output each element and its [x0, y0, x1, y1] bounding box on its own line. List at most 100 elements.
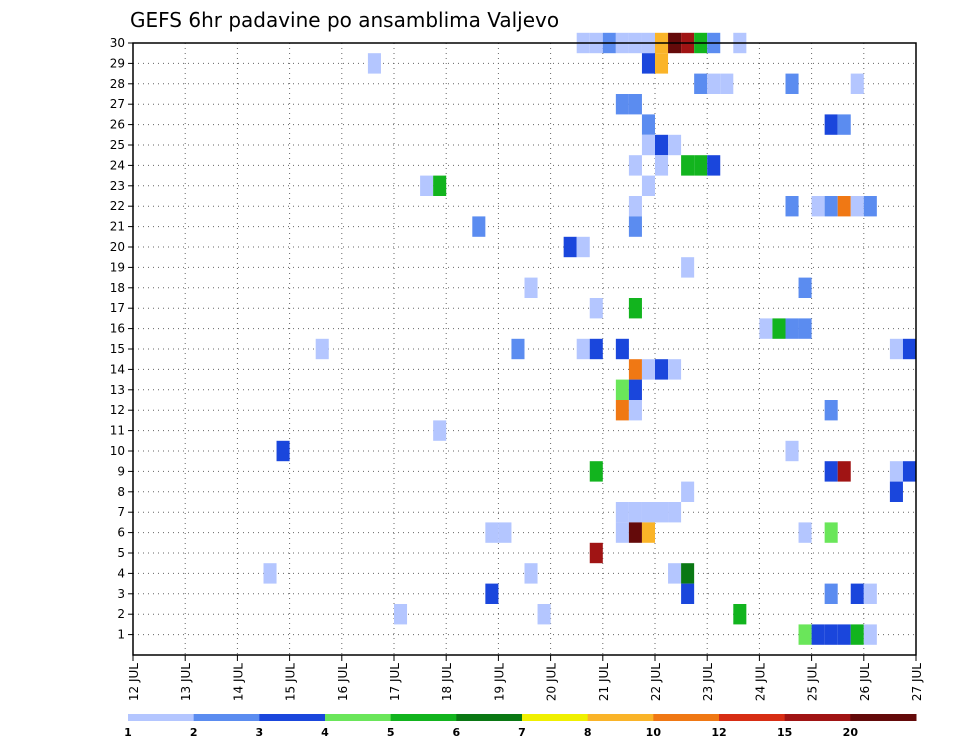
heatmap-cell — [615, 400, 629, 421]
heatmap-cell — [785, 318, 799, 339]
heatmap-cell — [863, 583, 877, 604]
legend-swatch — [587, 714, 654, 721]
heatmap-cell — [824, 624, 838, 645]
y-tick-label: 24 — [110, 158, 125, 172]
legend-label: 8 — [584, 726, 592, 739]
y-tick-label: 11 — [110, 424, 125, 438]
heatmap-cell — [433, 420, 447, 441]
heatmap-cell — [811, 196, 825, 217]
heatmap-cell — [615, 522, 629, 543]
legend-label: 4 — [321, 726, 329, 739]
y-axis: 1234567891011121314151617181920212223242… — [110, 36, 133, 642]
heatmap-cell — [824, 196, 838, 217]
y-tick-label: 18 — [110, 281, 125, 295]
legend-label: 12 — [711, 726, 726, 739]
heatmap-cell — [889, 481, 903, 502]
legend-label: 2 — [190, 726, 198, 739]
heatmap-cell — [655, 502, 669, 523]
heatmap-cell — [733, 604, 747, 625]
heatmap-cell — [694, 155, 708, 176]
heatmap-cell — [433, 175, 447, 196]
heatmap-cell — [863, 196, 877, 217]
legend-label: 15 — [777, 726, 792, 739]
heatmap-cell — [707, 73, 721, 94]
y-tick-label: 15 — [110, 342, 125, 356]
heatmap-cell — [655, 155, 669, 176]
legend-swatch — [128, 714, 195, 721]
heatmap-cell — [641, 522, 655, 543]
legend-label: 10 — [646, 726, 662, 739]
heatmap-cell — [628, 155, 642, 176]
heatmap-cell — [837, 624, 851, 645]
legend-label: 6 — [453, 726, 461, 739]
y-tick-label: 9 — [117, 464, 125, 478]
heatmap-cell — [628, 400, 642, 421]
heatmap-cell — [498, 522, 512, 543]
y-tick-label: 6 — [117, 526, 125, 540]
y-tick-label: 23 — [110, 179, 125, 193]
heatmap-cell — [485, 583, 499, 604]
heatmap-cell — [576, 338, 590, 360]
heatmap-cell — [759, 318, 773, 339]
y-tick-label: 5 — [117, 546, 125, 560]
heatmap-cell — [263, 563, 277, 584]
heatmap-cell — [798, 318, 812, 339]
x-tick-label: 15 JUL — [284, 663, 298, 701]
heatmap-cell — [824, 461, 838, 482]
heatmap-cell — [615, 338, 629, 360]
heatmap-cell — [511, 338, 525, 360]
heatmap-cell — [798, 522, 812, 543]
x-tick-label: 26 JUL — [858, 663, 872, 701]
y-tick-label: 27 — [110, 97, 125, 111]
legend-swatch — [784, 714, 851, 721]
x-tick-label: 17 JUL — [388, 663, 402, 701]
heatmap-cell — [628, 298, 642, 319]
heatmap-cell — [641, 175, 655, 196]
heatmap-cell — [655, 359, 669, 380]
heatmap-cell — [837, 461, 851, 482]
y-tick-label: 17 — [110, 301, 125, 315]
heatmap-cell — [811, 624, 825, 645]
plot-cells — [263, 32, 916, 645]
heatmap-cell — [824, 400, 838, 421]
heatmap-cell — [889, 338, 903, 360]
heatmap-cell — [394, 604, 408, 625]
x-tick-label: 20 JUL — [545, 663, 559, 701]
heatmap-cell — [276, 440, 290, 462]
heatmap-cell — [681, 155, 695, 176]
heatmap-cell — [628, 94, 642, 115]
legend-swatch — [719, 714, 786, 721]
heatmap-cell — [628, 502, 642, 523]
y-tick-label: 8 — [117, 485, 125, 499]
heatmap-cell — [837, 114, 851, 135]
legend-swatch — [259, 714, 326, 721]
x-tick-label: 18 JUL — [440, 663, 454, 701]
x-tick-label: 22 JUL — [649, 663, 663, 701]
y-tick-label: 16 — [110, 322, 125, 336]
heatmap-cell — [850, 624, 864, 645]
heatmap-cell — [563, 236, 577, 258]
legend-swatch — [850, 714, 917, 721]
heatmap-cell — [694, 73, 708, 94]
legend-swatch — [456, 714, 523, 721]
y-tick-label: 29 — [110, 56, 125, 70]
y-tick-label: 7 — [117, 505, 125, 519]
legend-label: 20 — [843, 726, 859, 739]
legend-label: 7 — [518, 726, 526, 739]
y-tick-label: 19 — [110, 260, 125, 274]
heatmap-cell — [681, 257, 695, 278]
heatmap-cell — [772, 318, 786, 339]
heatmap-cell — [641, 134, 655, 156]
y-tick-label: 21 — [110, 220, 125, 234]
heatmap-cell — [681, 563, 695, 584]
heatmap-cell — [707, 155, 721, 176]
heatmap-cell — [668, 563, 682, 584]
y-tick-label: 25 — [110, 138, 125, 152]
heatmap-cell — [628, 379, 642, 400]
y-tick-label: 13 — [110, 383, 125, 397]
heatmap-cell — [863, 624, 877, 645]
heatmap-cell — [850, 583, 864, 604]
heatmap-cell — [785, 196, 799, 217]
heatmap-cell — [824, 522, 838, 543]
